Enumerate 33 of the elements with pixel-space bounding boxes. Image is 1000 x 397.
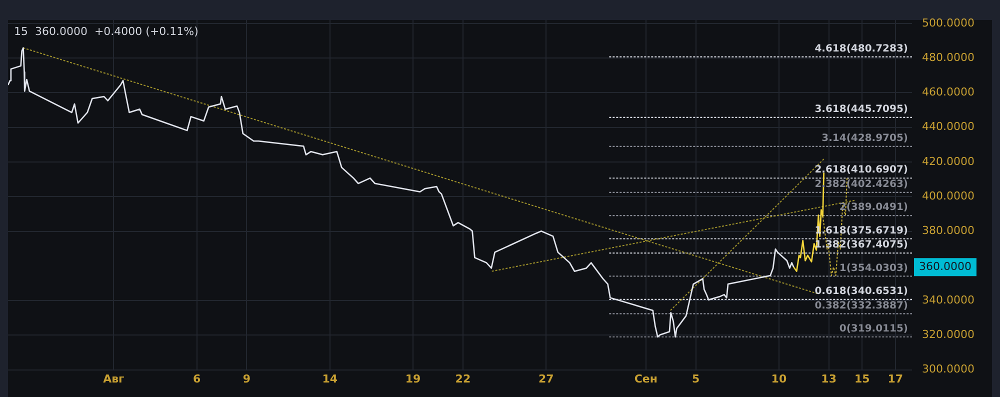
y-tick-label: 400.0000 <box>922 189 974 202</box>
series-label: 3.618(445.7095) <box>814 104 908 116</box>
x-tick-label: 10 <box>771 372 787 386</box>
y-tick-label: 420.0000 <box>922 154 974 168</box>
x-tick-label: 5 <box>692 372 700 386</box>
x-tick-label: 19 <box>405 372 421 386</box>
x-tick-label: Сен <box>634 372 658 386</box>
y-tick-label: 320.0000 <box>922 328 974 342</box>
y-tick-label: 300.0000 <box>922 362 974 376</box>
series-label: 1(354.0303) <box>839 262 908 274</box>
x-tick-label: 17 <box>888 372 904 386</box>
y-tick-label: 380.0000 <box>922 224 974 238</box>
x-tick-label: Авг <box>103 372 125 386</box>
x-tick-label: 6 <box>193 372 202 386</box>
text: 15 360.0000 +0.4000 (+0.11%) <box>14 24 198 38</box>
series-label: 2.618(410.6907) <box>814 164 908 176</box>
x-tick-label: 15 <box>854 372 870 386</box>
x-tick-label: 9 <box>242 372 251 386</box>
y-tick-label: 440.0000 <box>922 120 974 134</box>
y-tick-label: 340.0000 <box>922 293 974 306</box>
series-label: 0(319.0115) <box>839 323 908 334</box>
series-label: 0.618(340.6531) <box>814 286 908 297</box>
y-tick-label: 500.0000 <box>922 16 974 30</box>
text: 360.0000 <box>919 260 972 273</box>
x-tick-label: 22 <box>455 372 471 386</box>
series-label: 4.618(480.7283) <box>814 43 908 54</box>
x-tick-label: 27 <box>538 372 554 386</box>
series-label: 3.14(428.9705) <box>822 133 908 144</box>
y-tick-label: 460.0000 <box>922 86 974 99</box>
x-tick-label: 14 <box>322 372 338 386</box>
y-tick-label: 480.0000 <box>922 50 974 64</box>
series-label: 0.382(332.3887) <box>814 300 908 312</box>
x-tick-label: 13 <box>821 372 836 386</box>
